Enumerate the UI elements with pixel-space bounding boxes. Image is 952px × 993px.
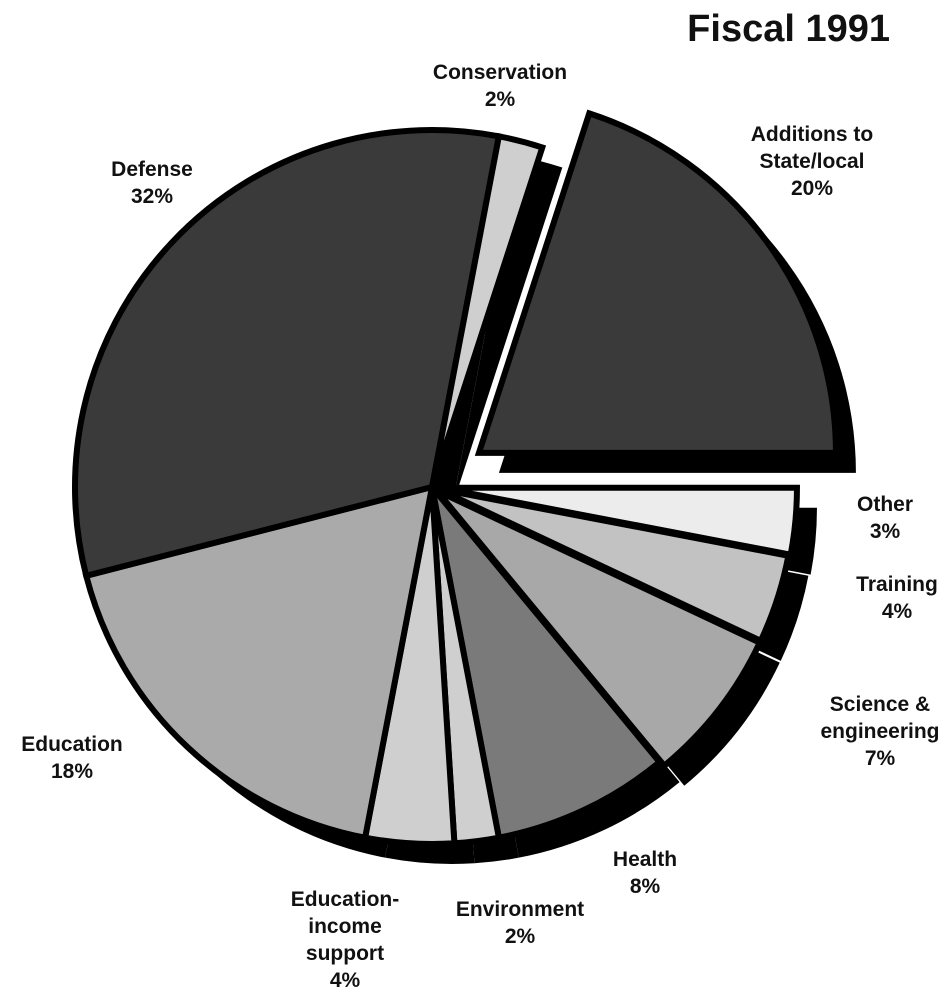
slice <box>72 127 503 580</box>
slice-value-label: 4% <box>881 600 913 623</box>
slice-label: Defense <box>111 158 193 181</box>
slice-label: Conservation <box>432 61 568 84</box>
slice-label: Additions to State/local <box>750 123 874 173</box>
slice <box>82 482 436 842</box>
slice-value-label: 3% <box>869 520 901 543</box>
slice <box>429 132 547 488</box>
slice-label: Environment <box>455 898 585 921</box>
slice-shadow <box>452 156 563 507</box>
slice-value-label: 7% <box>864 747 896 770</box>
slice-label: Science & engineering <box>820 693 940 743</box>
slice-value-label: 32% <box>130 185 174 208</box>
slice-value-label: 8% <box>629 875 661 898</box>
slice <box>434 487 764 770</box>
slice-label: Education-income support <box>290 888 400 965</box>
chart-title: Fiscal 1991 <box>687 8 890 50</box>
slice-value-label: 2% <box>504 925 536 948</box>
slice <box>429 485 664 842</box>
slice-label: Other <box>856 493 914 516</box>
slice-value-label: 18% <box>50 760 94 783</box>
slice-label: Education <box>21 733 123 756</box>
slice <box>474 109 839 456</box>
slice-value-label: 4% <box>329 969 361 992</box>
slice-label: Training <box>856 573 938 596</box>
slice-value-label: 20% <box>790 177 834 200</box>
slice-value-label: 2% <box>484 88 516 111</box>
slice-label: Health <box>612 848 678 871</box>
